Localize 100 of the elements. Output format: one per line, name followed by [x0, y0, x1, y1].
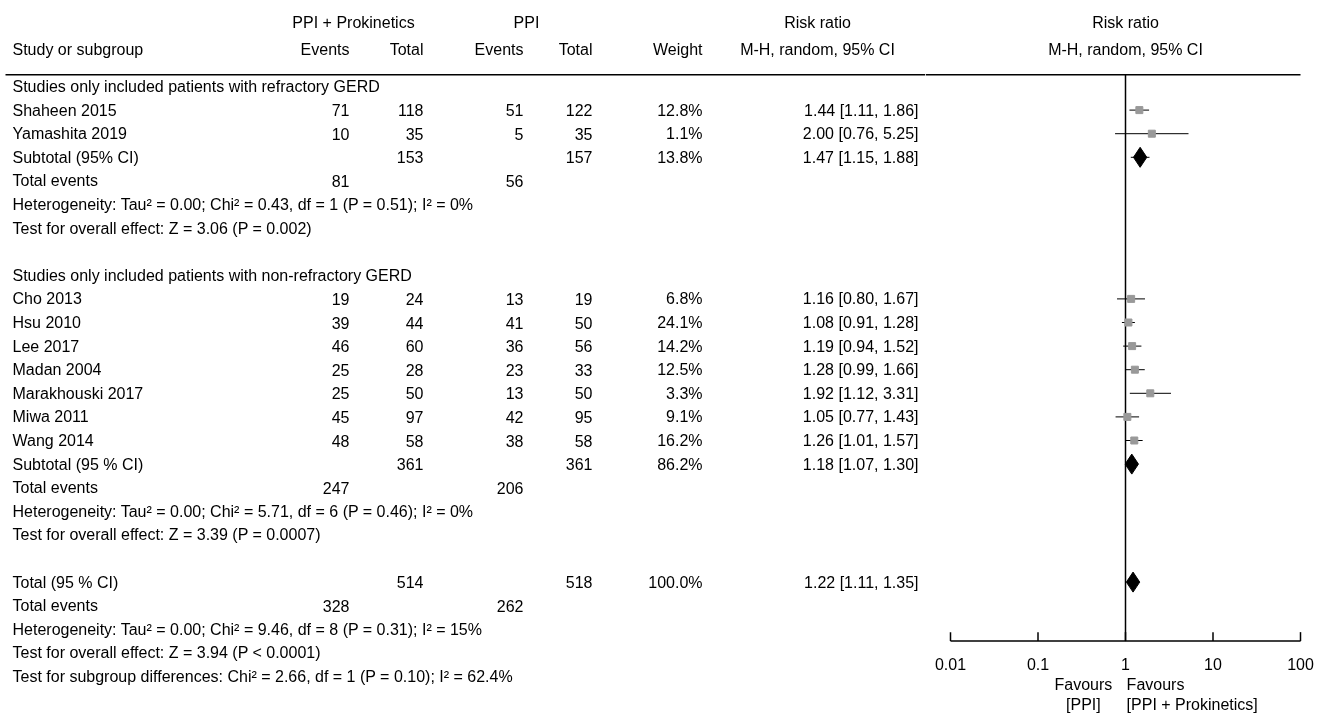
- data-label: 1.19 [0.94, 1.52]: [802, 337, 919, 355]
- category-label: Subtotal (95 % CI): [12, 455, 144, 473]
- category-label: Total events: [12, 597, 98, 615]
- data-label: 45: [331, 408, 350, 426]
- text: Favours [PPI + Prokinetics]: [1126, 676, 1258, 714]
- data-label: 39: [331, 314, 350, 332]
- data-label: 12.5%: [657, 361, 703, 379]
- data-label: 41: [505, 314, 524, 332]
- data-label: 262: [496, 597, 524, 615]
- data-label: 81: [331, 172, 350, 190]
- data-label: 58: [405, 432, 424, 450]
- category-label: Total (95 % CI): [12, 573, 119, 591]
- data-label: 157: [565, 149, 593, 167]
- data-label: 1.47 [1.15, 1.88]: [802, 148, 919, 166]
- data-label: 1.44 [1.11, 1.86]: [804, 101, 919, 119]
- data-label: 60: [405, 338, 424, 356]
- data-label: 514: [396, 574, 424, 592]
- data-label: 86.2%: [657, 455, 703, 473]
- data-label: 44: [405, 314, 424, 332]
- text: Events: [474, 40, 524, 58]
- data-label: 206: [496, 479, 524, 497]
- data-label: 153: [396, 149, 424, 167]
- data-label: 48: [331, 432, 350, 450]
- category-label: Test for overall effect: Z = 3.06 (P = 0.002): [12, 219, 312, 237]
- category-label: Yamashita 2019: [12, 125, 128, 143]
- category-label: Heterogeneity: Tau² = 0.00; Chi² = 0.43, df = 1 (P = 0.51); I² = 0%: [12, 196, 474, 213]
- category-label: Miwa 2011: [12, 408, 89, 426]
- x-axis-title: Risk ratio M-H, random, 95% CI: [1048, 14, 1203, 58]
- text: Study or subgroup: [12, 40, 144, 58]
- data-label: 38: [505, 432, 524, 450]
- data-label: 56: [505, 172, 524, 190]
- data-label: 35: [405, 125, 424, 143]
- text: PPI: [513, 14, 540, 32]
- data-label: 71: [331, 102, 350, 120]
- data-label: 25: [331, 385, 350, 403]
- text: Risk ratio M-H, random, 95% CI: [740, 14, 895, 58]
- data-label: 95: [574, 408, 593, 426]
- data-label: 13: [505, 385, 524, 403]
- data-label: 122: [565, 102, 593, 120]
- data-label: 16.2%: [657, 432, 703, 449]
- data-label: 1.18 [1.07, 1.30]: [802, 455, 919, 473]
- category-label: Test for subgroup differences: Chi² = 2.66, df = 1 (P = 0.10); I² = 62.4%: [12, 668, 513, 685]
- data-label: 1.1%: [666, 125, 703, 143]
- data-label: 56: [574, 338, 593, 356]
- data-label: 118: [397, 102, 424, 120]
- category-label: Heterogeneity: Tau² = 0.00; Chi² = 5.71, df = 6 (P = 0.46); I² = 0%: [12, 502, 474, 520]
- category-label: Studies only included patients with non-refractory GERD: [12, 266, 412, 284]
- x-tick-label: 0.1: [1026, 655, 1050, 673]
- data-label: 24: [405, 290, 424, 308]
- text: Events: [300, 40, 350, 58]
- data-label: 33: [574, 361, 593, 379]
- data-label: 3.3%: [666, 384, 703, 402]
- data-label: 12.8%: [657, 101, 703, 119]
- data-label: 518: [565, 574, 593, 592]
- text: Total: [558, 40, 593, 58]
- data-label: 2.00 [0.76, 5.25]: [802, 125, 919, 143]
- text: Weight: [652, 40, 704, 58]
- data-label: 361: [565, 456, 593, 474]
- data-label: 1.92 [1.12, 3.31]: [802, 384, 919, 402]
- category-label: Marakhouski 2017: [12, 384, 144, 402]
- data-label: 25: [331, 361, 350, 379]
- text: PPI + Prokinetics: [292, 14, 415, 32]
- x-tick-label: 0.01: [934, 655, 967, 673]
- data-label: 19: [574, 290, 593, 308]
- data-label: 35: [574, 125, 593, 143]
- x-tick-label: 100: [1287, 655, 1314, 673]
- x-tick-label: 10: [1204, 655, 1222, 673]
- category-label: Cho 2013: [12, 290, 82, 308]
- data-label: 58: [574, 432, 593, 450]
- category-label: Subtotal (95% CI): [12, 148, 139, 166]
- data-label: 1.26 [1.01, 1.57]: [802, 432, 919, 449]
- category-label: Test for overall effect: Z = 3.94 (P < 0.0001): [12, 644, 321, 662]
- text: Favours [PPI]: [1054, 676, 1113, 714]
- category-label: Shaheen 2015: [12, 101, 117, 119]
- data-label: 100.0%: [648, 573, 703, 591]
- data-label: 13: [505, 290, 524, 308]
- category-label: Madan 2004: [12, 361, 102, 379]
- data-label: 5: [514, 125, 524, 143]
- data-label: 1.08 [0.91, 1.28]: [802, 314, 919, 331]
- data-label: 46: [331, 338, 350, 356]
- data-label: 24.1%: [657, 314, 703, 331]
- data-label: 19: [331, 290, 350, 308]
- data-label: 14.2%: [657, 337, 703, 355]
- data-label: 50: [574, 385, 593, 403]
- category-label: Studies only included patients with refractory GERD: [12, 78, 380, 95]
- category-label: Lee 2017: [12, 337, 80, 355]
- data-label: 361: [396, 456, 424, 474]
- category-label: Heterogeneity: Tau² = 0.00; Chi² = 9.46, df = 8 (P = 0.31); I² = 15%: [12, 620, 482, 638]
- data-label: 51: [505, 102, 524, 120]
- data-label: 1.28 [0.99, 1.66]: [802, 361, 919, 379]
- category-label: Total events: [12, 479, 98, 497]
- category-label: Hsu 2010: [12, 314, 82, 331]
- data-label: 50: [574, 314, 593, 332]
- data-label: 36: [505, 338, 524, 356]
- x-tick-label: 1: [1121, 655, 1131, 673]
- data-label: 23: [505, 361, 524, 379]
- data-label: 9.1%: [666, 408, 703, 426]
- data-label: 97: [405, 408, 424, 426]
- data-label: 28: [405, 361, 424, 379]
- data-label: 1.05 [0.77, 1.43]: [802, 408, 919, 426]
